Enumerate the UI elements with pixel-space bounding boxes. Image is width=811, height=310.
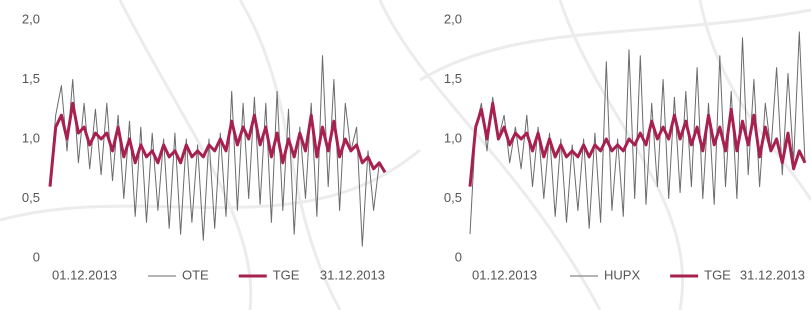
legend-label: TGE [273,267,300,282]
series-line [470,32,805,234]
y-tick-label: 1,5 [22,71,40,86]
y-tick-label: 0,5 [22,190,40,205]
chart: 0 0,5 1,0 1,5 2,0 01.12.2013 31.12.2013 OTE TGE 0… [0,0,811,310]
legend-label: HUPX [604,267,640,282]
y-tick-label: 0 [455,249,462,264]
y-tick-label: 2,0 [444,11,462,26]
x-tick-label: 31.12.2013 [740,267,805,282]
y-tick-label: 1,0 [22,130,40,145]
y-tick-label: 1,5 [444,71,462,86]
legend-label: OTE [182,267,209,282]
x-tick-label: 01.12.2013 [52,267,117,282]
y-tick-label: 1,0 [444,130,462,145]
y-tick-label: 2,0 [22,11,40,26]
y-tick-label: 0 [33,249,40,264]
legend-label: TGE [704,267,731,282]
series-line [50,56,385,246]
x-tick-label: 01.12.2013 [472,267,537,282]
x-tick-label: 31.12.2013 [320,267,385,282]
y-tick-label: 0,5 [444,190,462,205]
